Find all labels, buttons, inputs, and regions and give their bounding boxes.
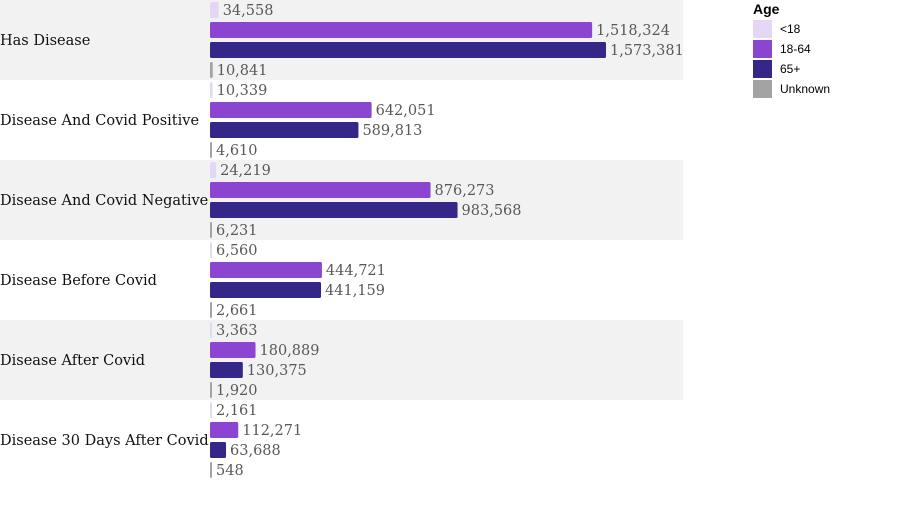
bar-has-disease-unknown	[210, 62, 213, 78]
bar-has-disease-65-plus	[210, 42, 606, 58]
category-band-disease-and-covid-positive	[0, 80, 683, 160]
category-band-disease-before-covid	[0, 240, 683, 320]
bar-disease-before-covid-18-64	[210, 262, 322, 278]
value-labels: 34,558 1,518,324 1,573,381 10,841 10,339 642,…	[216, 3, 684, 479]
bar-disease-and-covid-positive-under-18	[210, 82, 213, 98]
bar-disease-and-covid-positive-18-64	[210, 102, 372, 118]
value-label-disease-and-covid-positive-18-64: 642,051	[376, 103, 436, 119]
value-label-disease-before-covid-18-64: 444,721	[326, 263, 386, 279]
legend-label-18-64: 18-64	[780, 42, 811, 56]
category-band-disease-30-days-after-covid	[0, 400, 683, 480]
bar-disease-before-covid-under-18	[210, 242, 212, 258]
bar-disease-30-days-after-covid-65-plus	[210, 442, 227, 458]
bar-disease-and-covid-negative-under-18	[210, 162, 217, 178]
category-label-disease-before-covid: Disease Before Covid	[0, 273, 157, 289]
value-label-disease-30-days-after-covid-unknown: 548	[216, 463, 244, 479]
bar-disease-after-covid-under-18	[210, 322, 212, 338]
bar-disease-after-covid-unknown	[210, 382, 212, 398]
bar-disease-and-covid-positive-65-plus	[210, 122, 359, 138]
value-label-disease-before-covid-65-plus: 441,159	[325, 283, 385, 299]
legend-swatch-65-plus	[753, 60, 772, 78]
value-label-has-disease-65-plus: 1,573,381	[610, 43, 684, 59]
category-band-disease-after-covid	[0, 320, 683, 400]
bar-disease-before-covid-unknown	[210, 302, 212, 318]
value-label-disease-before-covid-under-18: 6,560	[216, 243, 258, 259]
category-label-disease-after-covid: Disease After Covid	[0, 353, 145, 369]
value-label-disease-after-covid-65-plus: 130,375	[247, 363, 307, 379]
bar-has-disease-18-64	[210, 22, 593, 38]
bar-disease-30-days-after-covid-under-18	[210, 402, 212, 418]
value-label-disease-before-covid-unknown: 2,661	[216, 303, 258, 319]
value-label-disease-after-covid-under-18: 3,363	[216, 323, 258, 339]
bar-has-disease-under-18	[210, 2, 219, 18]
bar-disease-before-covid-65-plus	[210, 282, 322, 298]
legend-swatch-unknown	[753, 80, 772, 98]
value-label-has-disease-18-64: 1,518,324	[596, 23, 670, 39]
value-label-disease-30-days-after-covid-65-plus: 63,688	[230, 443, 281, 459]
value-label-disease-and-covid-positive-unknown: 4,610	[216, 143, 258, 159]
bar-disease-after-covid-65-plus	[210, 362, 243, 378]
legend-label-65-plus: 65+	[780, 62, 800, 76]
value-label-disease-30-days-after-covid-under-18: 2,161	[216, 403, 258, 419]
value-label-disease-30-days-after-covid-18-64: 112,271	[242, 423, 302, 439]
legend-label-under-18: <18	[780, 22, 801, 36]
category-label-disease-and-covid-positive: Disease And Covid Positive	[0, 113, 199, 129]
legend-label-unknown: Unknown	[780, 82, 830, 96]
category-bands	[0, 0, 683, 480]
legend-title: Age	[753, 1, 780, 17]
value-label-disease-and-covid-positive-under-18: 10,339	[217, 83, 268, 99]
value-label-has-disease-under-18: 34,558	[223, 3, 274, 19]
bar-disease-30-days-after-covid-unknown	[210, 462, 212, 478]
value-label-disease-and-covid-negative-65-plus: 983,568	[462, 203, 522, 219]
value-label-disease-and-covid-negative-unknown: 6,231	[216, 223, 258, 239]
legend-swatch-18-64	[753, 40, 772, 58]
category-band-has-disease	[0, 0, 683, 80]
legend: Age<18 18-64 65+ Unknown	[753, 1, 830, 98]
value-label-disease-and-covid-negative-18-64: 876,273	[435, 183, 495, 199]
bar-disease-after-covid-18-64	[210, 342, 256, 358]
category-label-disease-and-covid-negative: Disease And Covid Negative	[0, 193, 208, 209]
value-label-disease-after-covid-unknown: 1,920	[216, 383, 258, 399]
category-labels: Has Disease Disease And Covid Positive Dis…	[0, 33, 209, 449]
value-label-disease-and-covid-negative-under-18: 24,219	[220, 163, 271, 179]
legend-swatch-under-18	[753, 20, 772, 38]
value-label-disease-after-covid-18-64: 180,889	[260, 343, 320, 359]
bar-disease-30-days-after-covid-18-64	[210, 422, 239, 438]
bar-disease-and-covid-negative-18-64	[210, 182, 431, 198]
category-label-disease-30-days-after-covid: Disease 30 Days After Covid	[0, 433, 209, 449]
category-label-has-disease: Has Disease	[0, 33, 90, 49]
bar-disease-and-covid-negative-unknown	[210, 222, 212, 238]
bars	[210, 2, 606, 478]
bar-disease-and-covid-positive-unknown	[210, 142, 212, 158]
bar-disease-and-covid-negative-65-plus	[210, 202, 458, 218]
category-band-disease-and-covid-negative	[0, 160, 683, 240]
value-label-disease-and-covid-positive-65-plus: 589,813	[362, 123, 422, 139]
value-label-has-disease-unknown: 10,841	[217, 63, 268, 79]
